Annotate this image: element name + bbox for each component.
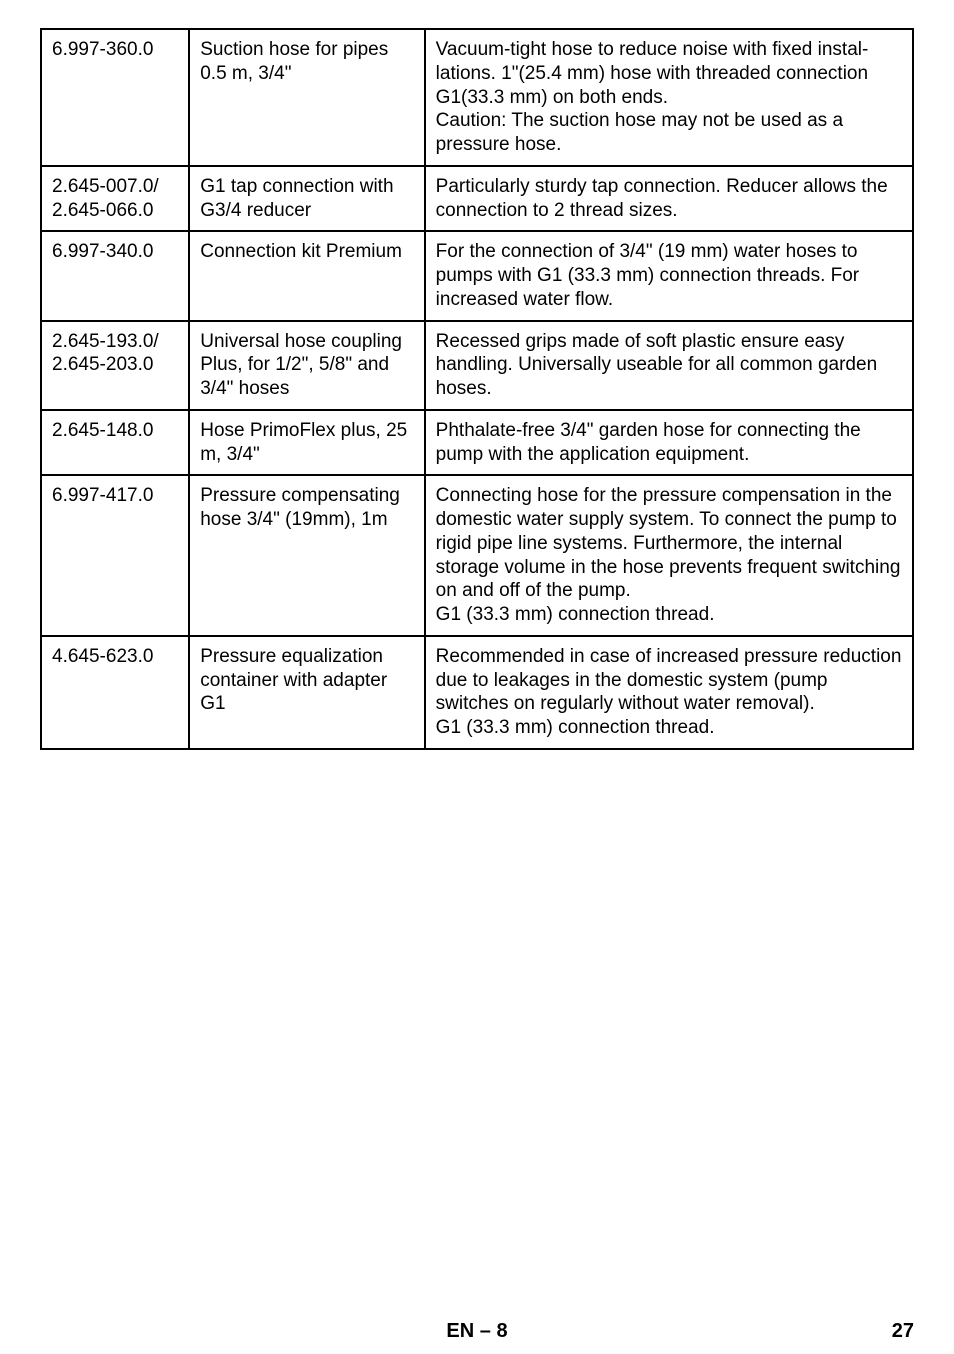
cell-name: Hose PrimoFlex plus, 25 m, 3/4" <box>189 410 424 476</box>
cell-name: Connection kit Pre­mium <box>189 231 424 320</box>
cell-desc: Recessed grips made of soft plastic ensu… <box>425 321 913 410</box>
cell-id: 2.645-193.0/ 2.645-203.0 <box>41 321 189 410</box>
table-row: 4.645-623.0 Pressure equaliza­tion conta… <box>41 636 913 749</box>
footer-page-label: EN – 8 <box>446 1320 507 1343</box>
cell-id: 2.645-148.0 <box>41 410 189 476</box>
cell-desc: Phthalate-free 3/4" garden hose for conn… <box>425 410 913 476</box>
cell-name: Suction hose for pipes 0.5 m, 3/4" <box>189 29 424 166</box>
cell-name: Universal hose cou­pling Plus, for 1/2",… <box>189 321 424 410</box>
cell-desc: For the connection of 3/4" (19 mm) water… <box>425 231 913 320</box>
table-row: 6.997-360.0 Suction hose for pipes 0.5 m… <box>41 29 913 166</box>
table-row: 6.997-417.0 Pressure compen­sating hose … <box>41 475 913 636</box>
cell-id: 2.645-007.0/ 2.645-066.0 <box>41 166 189 232</box>
table-row: 2.645-007.0/ 2.645-066.0 G1 tap connecti… <box>41 166 913 232</box>
cell-name: G1 tap connection with G3/4 reducer <box>189 166 424 232</box>
cell-name: Pressure compen­sating hose 3/4" (19mm),… <box>189 475 424 636</box>
table-row: 2.645-148.0 Hose PrimoFlex plus, 25 m, 3… <box>41 410 913 476</box>
cell-desc: Connecting hose for the pressure compens… <box>425 475 913 636</box>
footer-page-number: 27 <box>892 1320 914 1343</box>
product-table: 6.997-360.0 Suction hose for pipes 0.5 m… <box>40 28 914 750</box>
cell-desc: Recommended in case of increased pressur… <box>425 636 913 749</box>
cell-id: 6.997-340.0 <box>41 231 189 320</box>
cell-id: 6.997-360.0 <box>41 29 189 166</box>
cell-desc: Vacuum-tight hose to reduce noise with f… <box>425 29 913 166</box>
cell-desc: Particularly sturdy tap connection. Redu… <box>425 166 913 232</box>
cell-id: 6.997-417.0 <box>41 475 189 636</box>
table-row: 2.645-193.0/ 2.645-203.0 Universal hose … <box>41 321 913 410</box>
table-row: 6.997-340.0 Connection kit Pre­mium For … <box>41 231 913 320</box>
page-content: 6.997-360.0 Suction hose for pipes 0.5 m… <box>0 0 954 750</box>
cell-name: Pressure equaliza­tion container with ad… <box>189 636 424 749</box>
cell-id: 4.645-623.0 <box>41 636 189 749</box>
